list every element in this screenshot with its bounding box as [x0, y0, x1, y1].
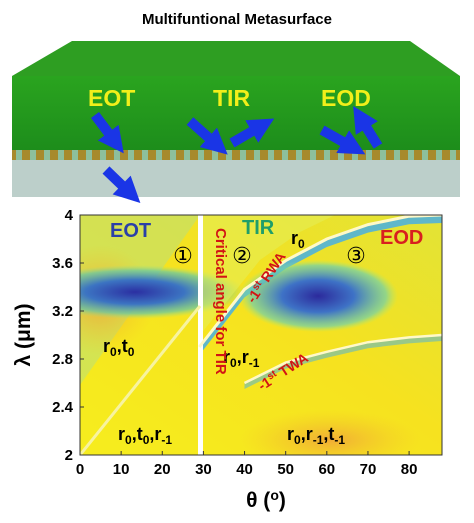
y-tick-label: 2.4 — [52, 399, 74, 416]
eot-diffraction-edge — [80, 305, 202, 455]
x-axis-label: θ (o) — [246, 487, 286, 512]
region-marker-2: ② — [232, 244, 252, 269]
grating-slits — [16, 150, 456, 160]
x-tick-label: 70 — [360, 461, 377, 478]
eot-incident-arrow — [91, 112, 124, 154]
grating-slit — [100, 150, 106, 160]
grating-slit — [422, 150, 428, 160]
critical-angle-line — [198, 215, 203, 455]
beam-arrows — [91, 105, 383, 204]
x-tick-label: 10 — [113, 461, 130, 478]
grating-slit — [198, 150, 204, 160]
grating-slit — [394, 150, 400, 160]
grating-slit — [352, 150, 358, 160]
grating-slit — [226, 150, 232, 160]
critical-angle-annotation: Critical angle for TIR — [212, 228, 229, 375]
eod-reflected-arrow — [353, 105, 383, 149]
device-label-eot: EOT — [88, 85, 135, 111]
x-tick-label: 80 — [401, 461, 418, 478]
region-label-tir: TIR — [242, 217, 275, 239]
region-3-resonance — [238, 260, 398, 332]
channel-r0-t0-r-1: r0,t0,r-1 — [118, 424, 172, 447]
tir-reflected-arrow — [229, 118, 275, 148]
x-tick-label: 50 — [277, 461, 294, 478]
grating-slit — [142, 150, 148, 160]
y-tick-label: 2.8 — [52, 351, 73, 368]
twa-edge — [243, 333, 442, 385]
grating-slit — [240, 150, 246, 160]
y-tick-label: 3.2 — [52, 303, 73, 320]
rwa-edge — [198, 215, 442, 348]
x-tick-label: 30 — [195, 461, 212, 478]
grating-slit — [72, 150, 78, 160]
grating-slit — [282, 150, 288, 160]
grating-slit — [16, 150, 22, 160]
grating-slit — [450, 150, 456, 160]
x-axis-ticks: 0 10 20 30 40 50 60 70 80 — [76, 451, 418, 478]
grating-slit — [44, 150, 50, 160]
substrate — [12, 160, 460, 197]
plot-frame — [79, 214, 443, 456]
region-label-eot: EOT — [110, 220, 151, 242]
grating-slit — [114, 150, 120, 160]
region-label-eod: EOD — [380, 227, 423, 249]
y-tick-label: 2 — [65, 447, 73, 464]
y-axis-label: λ (μm) — [12, 303, 35, 366]
grating-slit — [86, 150, 92, 160]
x-tick-label: 0 — [76, 461, 84, 478]
grating-slit — [366, 150, 372, 160]
grating-slit — [212, 150, 218, 160]
y-tick-label: 3.6 — [52, 255, 73, 272]
eod-incident-arrow — [319, 125, 366, 155]
x-tick-label: 60 — [318, 461, 335, 478]
device-label-eod: EOD — [321, 85, 371, 111]
heatmap — [80, 215, 442, 455]
region-2-wedge — [200, 215, 335, 335]
y-axis-ticks: 2 2.4 2.8 3.2 3.6 4 — [52, 207, 84, 464]
grating-slit — [254, 150, 260, 160]
grating-slit — [184, 150, 190, 160]
device-label-tir: TIR — [213, 85, 250, 111]
grating-slit — [128, 150, 134, 160]
x-tick-label: 20 — [154, 461, 171, 478]
grating-slit — [324, 150, 330, 160]
grating-slit — [58, 150, 64, 160]
grating-slit — [156, 150, 162, 160]
grating-slit — [310, 150, 316, 160]
grating-slit — [268, 150, 274, 160]
grating-slit — [338, 150, 344, 160]
grating-slit — [296, 150, 302, 160]
x-tick-label: 40 — [236, 461, 253, 478]
grating-slit — [436, 150, 442, 160]
warm-zone-bottom — [240, 410, 420, 455]
figure-title: Multifuntional Metasurface — [142, 11, 332, 28]
region-marker-1: ① — [173, 244, 193, 269]
grating-slit — [380, 150, 386, 160]
eot-transmitted-arrow — [102, 166, 141, 204]
metasurface-top-face — [12, 41, 460, 76]
grating-slit — [170, 150, 176, 160]
channel-r0-r-1-t-1: r0,r-1,t-1 — [287, 424, 345, 447]
gold-grating — [12, 150, 460, 160]
grating-slit — [408, 150, 414, 160]
grating-slit — [30, 150, 36, 160]
twa-band — [244, 335, 442, 389]
y-tick-label: 4 — [65, 207, 74, 224]
region-marker-3: ③ — [346, 244, 366, 269]
tir-incident-arrow — [186, 117, 228, 155]
